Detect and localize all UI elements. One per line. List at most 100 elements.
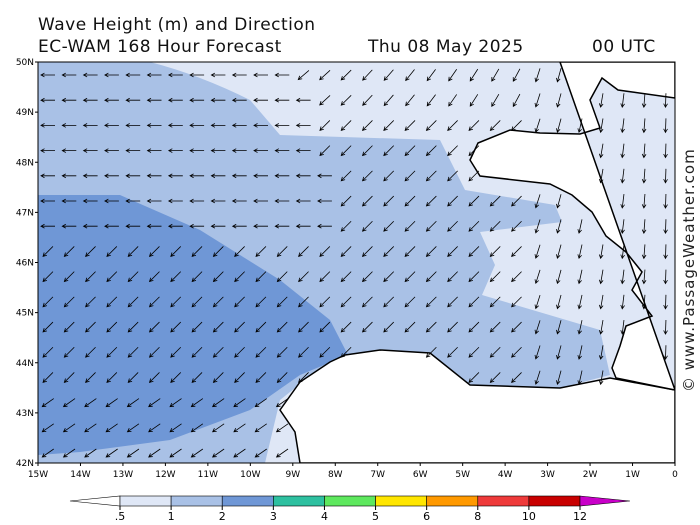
wave-arrow [127,246,139,257]
wave-arrow [383,271,395,283]
wave-arrow [170,346,182,358]
wave-arrow [210,97,226,103]
wave-arrow [295,123,311,128]
lon-label: 1W [625,470,640,480]
wave-arrow [233,448,246,458]
lat-label: 44N [16,359,34,369]
wave-arrow [298,346,309,358]
wave-arrow [319,321,331,333]
wave-arrow [85,246,96,257]
legend-segment [170,495,223,507]
wave-arrow [191,346,203,358]
wave-arrow [40,148,55,153]
wave-arrow [468,372,480,383]
legend-segment [426,495,479,507]
wave-arrow [274,72,290,78]
wave-arrow [598,93,604,108]
wave-arrow [104,223,119,229]
wave-arrow [641,193,647,209]
wave-arrow [104,72,119,78]
legend-label: 6 [423,510,430,523]
wave-arrow [447,170,458,182]
wave-arrow [447,145,458,157]
wave-arrow [425,170,437,182]
wave-arrow [511,372,522,383]
wave-arrow [319,69,331,81]
wave-arrow [598,345,604,360]
wave-arrow [512,68,521,82]
lon-label: 4W [498,470,513,480]
wave-arrow [620,118,625,134]
wave-arrow [85,296,96,308]
wave-arrow [126,398,140,408]
land-spain [279,349,675,463]
wave-arrow [211,423,225,433]
wave-arrow [231,198,247,204]
lat-label: 50N [16,58,34,68]
wave-arrow [255,372,267,383]
wave-arrow [448,69,458,82]
wave-arrow [253,72,268,78]
legend-label: 8 [474,510,481,523]
wave-arrow [556,244,562,259]
wave-arrow [231,72,247,78]
wave-arrow [127,296,139,308]
wave-arrow [255,346,267,358]
wave-arrow [127,372,139,383]
wave-arrow [146,72,162,78]
lon-label: 11W [198,470,218,480]
wave-arrow [253,173,268,179]
wave-arrow [383,220,395,232]
wave-arrow [106,346,118,358]
wave-arrow [275,423,289,433]
legend-segment [477,495,530,507]
legend-segment [221,495,274,507]
wave-arrow [210,198,226,204]
wave-arrow [170,246,182,257]
wave-arrow [448,94,458,107]
wave-arrow [127,321,139,333]
wave-arrow [105,398,118,408]
wave-arrow [298,271,309,283]
wave-arrow [383,69,394,81]
wave-arrow [405,69,415,82]
wave-arrow [598,320,604,335]
wave-arrow [598,294,604,310]
wave-arrow [511,321,522,333]
legend-label: 5 [372,510,379,523]
wave-arrow [148,372,160,383]
wave-arrow [231,223,247,229]
wave-arrow [167,123,183,128]
wave-arrow [319,95,331,106]
wave-arrow [125,198,141,204]
wave-arrow [148,398,161,408]
title: Wave Height (m) and Direction [38,15,316,35]
wave-arrow [319,271,331,283]
wave-arrow [146,123,162,128]
wave-arrow [426,94,436,107]
wave-arrow [255,246,267,257]
wave-arrow [340,220,352,232]
wave-arrow [340,69,352,81]
lon-label: 12W [155,470,175,480]
lon-label: 10W [240,470,260,480]
wave-arrow [447,321,458,333]
wave-arrow [534,244,541,259]
wave-arrow [42,271,54,283]
legend-label: 1 [168,510,175,523]
wave-arrow [82,97,98,103]
wave-arrow [42,372,54,383]
wave-arrow [167,173,183,179]
wave-arrow [577,118,583,134]
wave-arrow [298,246,309,257]
wave-arrow [577,269,583,285]
wave-arrow [620,244,625,260]
wave-arrow [104,198,119,204]
wave-arrow [62,448,76,458]
lon-label: 15W [28,470,48,480]
wave-arrow [295,148,311,153]
wave-arrow [511,120,522,131]
wave-arrow [40,72,55,78]
wave-arrow [534,269,541,285]
wave-arrow [169,398,182,408]
